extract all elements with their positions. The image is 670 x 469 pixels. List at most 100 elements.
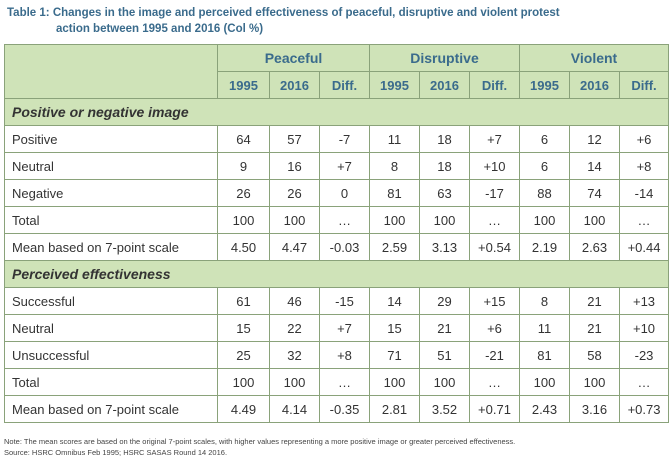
table-cell: 100 [419, 368, 470, 396]
table-cell: … [469, 368, 520, 396]
table-caption: Table 1: Changes in the image and percei… [7, 5, 667, 37]
table-cell: +8 [319, 341, 370, 369]
table-cell: 4.47 [269, 233, 320, 261]
table-cell: 100 [217, 368, 270, 396]
section-title: Positive or negative image [3, 98, 670, 126]
section-header-row: Positive or negative image [3, 98, 670, 126]
table-cell: … [469, 206, 520, 234]
table-cell: -17 [469, 179, 520, 207]
column-header: 2016 [419, 71, 470, 99]
table-cell: 57 [269, 125, 320, 153]
table-cell: 88 [519, 179, 570, 207]
table-cell: 8 [369, 152, 420, 180]
row-label: Neutral [4, 314, 218, 342]
table-cell: 11 [369, 125, 420, 153]
table-cell: 100 [269, 206, 320, 234]
table-row: Successful 61 46 -15 14 29 +15 8 21 +13 [4, 287, 670, 315]
table-cell: +13 [618, 287, 670, 315]
table-row: Neutral 9 16 +7 8 18 +10 6 14 +8 [4, 152, 670, 180]
table-cell: 8 [519, 287, 570, 315]
table-cell: 2.59 [369, 233, 420, 261]
table-cell: 100 [519, 368, 570, 396]
footnote: Note: The mean scores are based on the o… [4, 436, 668, 458]
header-blank-cell [4, 44, 218, 99]
table-cell: 6 [519, 125, 570, 153]
table-cell: +8 [618, 152, 670, 180]
row-label: Mean based on 7-point scale [4, 395, 218, 423]
table-cell: 61 [217, 287, 270, 315]
section-header-row: Perceived effectiveness [3, 260, 670, 288]
table-cell: 46 [269, 287, 320, 315]
table-cell: 100 [569, 206, 620, 234]
table-body: Peaceful Disruptive Violent 1995 2016 Diff… [3, 44, 670, 423]
table-row: Neutral 15 22 +7 15 21 +6 11 21 +10 [4, 314, 670, 342]
table-cell: 58 [569, 341, 620, 369]
table-cell: 22 [269, 314, 320, 342]
caption-label: Table 1: [7, 7, 50, 19]
table-row: Negative 26 26 0 81 63 -17 88 74 -14 [4, 179, 670, 207]
table-cell: 0 [319, 179, 370, 207]
table-cell: 15 [369, 314, 420, 342]
table-cell: +6 [618, 125, 670, 153]
table-cell: … [618, 206, 670, 234]
table-row: Total 100 100… 100 100… 100 100… [4, 206, 670, 234]
row-label: Negative [4, 179, 218, 207]
table-cell: 81 [369, 179, 420, 207]
table-cell: 2.19 [519, 233, 570, 261]
table-row: Positive 64 57 -7 11 18 +7 6 12 +6 [4, 125, 670, 153]
column-header: Diff. [469, 71, 520, 99]
table-row: Mean based on 7-point scale 4.49 4.14 -0.35… [4, 395, 670, 423]
caption-line-1: Changes in the image and perceived effec… [52, 7, 560, 19]
table-cell: 100 [419, 206, 470, 234]
group-header-disruptive: Disruptive [369, 44, 520, 72]
table-cell: 4.14 [269, 395, 320, 423]
table-cell: 100 [519, 206, 570, 234]
table-cell: 100 [269, 368, 320, 396]
table-cell: 2.43 [519, 395, 570, 423]
table-cell: 25 [217, 341, 270, 369]
table-cell: … [319, 368, 370, 396]
table-cell: +10 [618, 314, 670, 342]
table-cell: 4.50 [217, 233, 270, 261]
table-cell: 100 [217, 206, 270, 234]
group-header-row: Peaceful Disruptive Violent [4, 44, 670, 99]
column-header: 2016 [569, 71, 620, 99]
table-cell: +0.73 [618, 395, 670, 423]
table-cell: +15 [469, 287, 520, 315]
table-cell: -7 [319, 125, 370, 153]
table-cell: … [319, 206, 370, 234]
table-cell: 16 [269, 152, 320, 180]
row-label: Successful [4, 287, 218, 315]
results-table: Peaceful Disruptive Violent 1995 2016 Diff… [3, 44, 670, 423]
table-cell: 18 [419, 125, 470, 153]
table-cell: +7 [319, 152, 370, 180]
table-cell: 100 [569, 368, 620, 396]
table-cell: 9 [217, 152, 270, 180]
table-cell: +10 [469, 152, 520, 180]
table-cell: 6 [519, 152, 570, 180]
table-cell: 2.63 [569, 233, 620, 261]
row-label: Unsuccessful [4, 341, 218, 369]
table-cell: 64 [217, 125, 270, 153]
section-title: Perceived effectiveness [3, 260, 670, 288]
table-cell: 3.16 [569, 395, 620, 423]
table-cell: 3.13 [419, 233, 470, 261]
table-cell: 18 [419, 152, 470, 180]
table-cell: +6 [469, 314, 520, 342]
table-cell: 32 [269, 341, 320, 369]
table-cell: -23 [618, 341, 670, 369]
table-cell: +0.44 [618, 233, 670, 261]
table-cell: 15 [217, 314, 270, 342]
column-header: 1995 [369, 71, 420, 99]
table-cell: 14 [569, 152, 620, 180]
table-cell: 4.49 [217, 395, 270, 423]
table-cell: 100 [369, 368, 420, 396]
year-header-row: 1995 2016 Diff. 1995 2016 Diff. 1995 2016 Diff. [5, 71, 670, 99]
table-cell: 11 [519, 314, 570, 342]
table-cell: -14 [618, 179, 670, 207]
table-cell: 26 [269, 179, 320, 207]
table-cell: 81 [519, 341, 570, 369]
table-cell: 100 [369, 206, 420, 234]
table-cell: -0.03 [319, 233, 370, 261]
table-cell: +7 [469, 125, 520, 153]
